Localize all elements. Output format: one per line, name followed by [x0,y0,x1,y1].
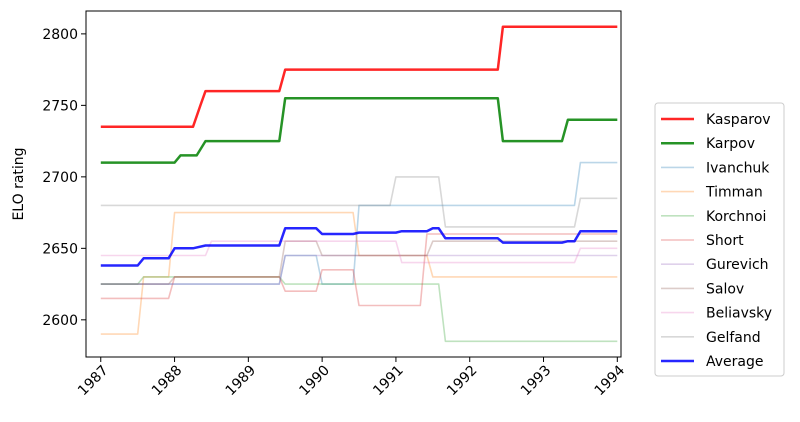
x-tick-label: 1991 [370,363,407,400]
y-tick-label: 2700 [42,170,78,186]
legend-entry-gurevich: Gurevich [661,257,769,273]
legend-label: Kasparov [706,112,771,128]
legend-label: Gelfand [706,330,761,346]
legend-label: Gurevich [706,257,769,273]
series-line-salov [100,240,618,285]
legend-frame [654,102,785,377]
legend-label: Korchnoi [706,209,766,225]
plot-lines [100,25,618,343]
x-tick-label: 1989 [223,363,260,400]
legend-entry-short: Short [661,233,744,249]
y-axis-title: ELO rating [11,147,27,220]
legend-label: Short [706,233,744,249]
x-tick-label: 1993 [518,363,555,400]
series-line-kasparov [100,25,618,129]
series-line-beliavsky [100,240,618,264]
legend-entry-salov: Salov [661,281,744,297]
series-line-korchnoi [100,276,618,343]
x-tick-label: 1994 [592,362,629,399]
series-line-timman [100,211,618,335]
x-axis: 1987 1988 1989 1990 1991 1992 1993 1994 [75,357,628,399]
series-line-gurevich [100,254,618,285]
y-tick-label: 2800 [42,27,78,43]
legend: Kasparov Karpov Ivanchuk Timman Korchnoi Shor… [654,102,785,377]
legend-entry-beliavsky: Beliavsky [661,306,772,322]
y-tick-label: 2750 [42,98,78,114]
y-tick-label: 2650 [42,241,78,257]
x-tick-label: 1992 [444,363,481,400]
legend-label: Average [706,354,764,370]
legend-entry-kasparov: Kasparov [661,112,771,128]
y-axis: 2600 2650 2700 2750 2800 [42,27,86,329]
legend-entry-average: Average [661,354,764,370]
legend-entry-timman: Timman [661,185,763,201]
series-line-average [100,227,618,267]
legend-entry-gelfand: Gelfand [661,330,761,346]
x-tick-label: 1990 [296,363,333,400]
legend-label: Karpov [706,136,755,152]
legend-label: Beliavsky [706,306,772,322]
x-tick-label: 1987 [75,363,112,400]
legend-label: Salov [706,281,744,297]
plot-frame [85,10,622,358]
x-tick-label: 1988 [149,363,186,400]
legend-entry-ivanchuk: Ivanchuk [661,160,770,176]
series-line-karpov [100,96,618,164]
legend-label: Ivanchuk [706,160,770,176]
legend-entry-karpov: Karpov [661,136,755,152]
series-line-short [100,233,618,307]
series-line-gelfand [100,176,618,228]
y-tick-label: 2600 [42,313,78,329]
legend-label: Timman [705,185,763,201]
legend-entry-korchnoi: Korchnoi [661,209,766,225]
series-line-ivanchuk [100,161,618,285]
